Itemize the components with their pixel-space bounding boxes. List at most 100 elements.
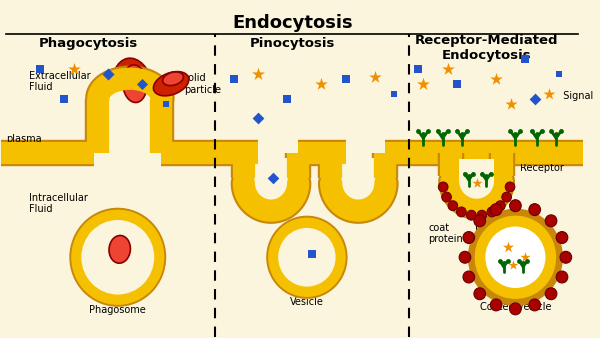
Circle shape: [474, 288, 485, 300]
Ellipse shape: [154, 72, 189, 96]
Text: Extracellular
Fluid: Extracellular Fluid: [29, 71, 90, 92]
Point: [70, 66, 79, 72]
Circle shape: [509, 303, 521, 315]
Point: [161, 101, 171, 106]
Point: [491, 76, 501, 81]
Text: Coated vesicle: Coated vesicle: [479, 302, 551, 312]
Circle shape: [268, 218, 346, 297]
Point: [503, 245, 512, 250]
Ellipse shape: [97, 232, 134, 277]
Point: [554, 71, 564, 76]
Point: [59, 96, 69, 101]
Circle shape: [529, 204, 541, 216]
Polygon shape: [106, 99, 154, 153]
Circle shape: [529, 299, 541, 311]
Point: [35, 66, 45, 72]
Circle shape: [463, 271, 475, 283]
Circle shape: [82, 220, 154, 294]
Ellipse shape: [109, 236, 130, 263]
Point: [370, 74, 380, 79]
Point: [506, 128, 515, 134]
Circle shape: [556, 271, 568, 283]
Point: [443, 128, 452, 134]
Circle shape: [457, 207, 466, 217]
Text: Receptor-Mediated
Endocytosis: Receptor-Mediated Endocytosis: [415, 34, 558, 62]
Circle shape: [496, 201, 505, 211]
Point: [520, 56, 530, 62]
Point: [452, 81, 462, 87]
Point: [463, 128, 472, 134]
Circle shape: [463, 232, 475, 243]
Text: Coated Pit: Coated Pit: [443, 163, 493, 173]
Circle shape: [545, 288, 557, 300]
Circle shape: [251, 163, 290, 203]
Text: coat
protein: coat protein: [428, 222, 463, 244]
Point: [137, 81, 147, 87]
Circle shape: [467, 210, 476, 220]
Circle shape: [502, 192, 511, 202]
Point: [495, 258, 505, 264]
Point: [527, 128, 536, 134]
Point: [506, 101, 515, 106]
Ellipse shape: [122, 65, 147, 102]
Point: [511, 131, 520, 136]
Circle shape: [266, 216, 347, 299]
Point: [537, 128, 547, 134]
Point: [469, 171, 478, 176]
Circle shape: [560, 251, 572, 263]
Point: [546, 128, 556, 134]
Circle shape: [442, 192, 451, 202]
Circle shape: [459, 251, 471, 263]
Circle shape: [448, 201, 458, 211]
Point: [438, 131, 448, 136]
Point: [254, 116, 263, 121]
Point: [452, 128, 462, 134]
Point: [556, 128, 566, 134]
Circle shape: [509, 200, 521, 212]
Text: Phagosome: Phagosome: [89, 305, 146, 315]
Point: [520, 255, 530, 260]
Circle shape: [490, 204, 502, 216]
Point: [413, 66, 423, 72]
Circle shape: [71, 210, 164, 305]
Circle shape: [339, 163, 377, 203]
Point: [443, 66, 452, 72]
Ellipse shape: [163, 72, 184, 86]
Text: Receptor: Receptor: [520, 163, 564, 173]
Circle shape: [439, 182, 448, 192]
Point: [317, 81, 326, 87]
Point: [503, 258, 512, 264]
Point: [457, 131, 467, 136]
Text: solid
particle: solid particle: [184, 73, 221, 95]
Text: plasma
membrane: plasma membrane: [6, 135, 60, 156]
Circle shape: [490, 299, 502, 311]
Point: [433, 128, 442, 134]
Point: [522, 258, 532, 264]
Circle shape: [474, 215, 485, 227]
Circle shape: [556, 232, 568, 243]
Point: [413, 128, 423, 134]
Point: [424, 128, 433, 134]
Point: [418, 131, 428, 136]
Point: [229, 76, 239, 81]
Text: Signal: Signal: [557, 91, 593, 101]
Point: [499, 261, 509, 266]
Point: [515, 128, 525, 134]
Bar: [459, 159, 494, 181]
Circle shape: [505, 182, 515, 192]
Point: [530, 96, 539, 101]
Point: [482, 173, 491, 179]
Point: [341, 76, 350, 81]
Circle shape: [545, 215, 557, 227]
Circle shape: [475, 216, 556, 299]
Point: [389, 91, 399, 96]
Point: [254, 71, 263, 76]
Point: [551, 131, 561, 136]
Text: Intracellular
Fluid: Intracellular Fluid: [29, 193, 88, 214]
Circle shape: [106, 74, 154, 123]
Point: [472, 180, 481, 186]
Point: [545, 91, 554, 96]
Point: [418, 81, 428, 87]
Bar: [251, 158, 290, 183]
Circle shape: [459, 163, 494, 199]
